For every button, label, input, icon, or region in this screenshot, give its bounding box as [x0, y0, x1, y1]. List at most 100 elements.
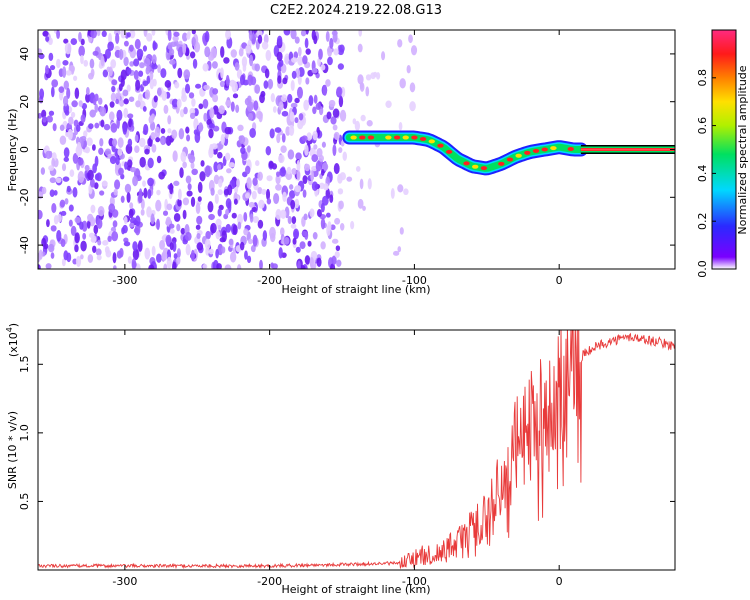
spectrogram-noise-blob — [87, 213, 94, 222]
spectrogram-noise-blob — [74, 216, 81, 224]
spectrogram-noise-blob — [209, 107, 215, 119]
spectrogram-noise-blob — [70, 225, 77, 236]
spectrogram-noise-blob — [247, 112, 254, 121]
spectrogram-noise-blob — [315, 160, 322, 172]
spectrogram-noise-blob — [180, 151, 187, 163]
spectrogram-noise-blob — [133, 58, 140, 67]
spectrogram-noise-blob — [50, 252, 55, 259]
spectrogram-noise-blob — [204, 46, 211, 58]
spectrogram-noise-blob — [161, 235, 167, 241]
spectrogram-noise-blob — [90, 204, 96, 214]
spectrogram-noise-blob — [304, 37, 309, 49]
spectrogram-noise-blob — [310, 169, 314, 182]
spectrogram-noise-blob — [255, 160, 260, 167]
spectrogram-noise-blob — [183, 69, 191, 80]
spectrogram-noise-blob — [217, 208, 222, 217]
spectrogram-noise-blob — [293, 228, 300, 240]
spectrogram-noise-blob — [332, 108, 340, 118]
spectrogram-noise-blob — [181, 93, 187, 103]
chart-title: C2E2.2024.219.22.08.G13 — [270, 3, 442, 18]
spectrogram-noise-blob — [300, 30, 307, 37]
spectrogram-noise-blob — [397, 184, 404, 193]
spectrogram-noise-blob — [289, 111, 295, 122]
spectrogram-ridge-peak — [532, 148, 540, 153]
spectrogram-y-axis-label: Frequency (Hz) — [6, 109, 19, 192]
spectrogram-noise-blob — [137, 240, 143, 252]
spectrogram-noise-blob — [334, 217, 341, 225]
spectrogram-noise-blob — [113, 188, 118, 196]
spectrogram-noise-blob — [316, 209, 322, 218]
spectrogram-noise-blob — [335, 245, 341, 252]
colorbar-tick-label: 0.4 — [696, 165, 709, 183]
spectrogram-noise-blob — [240, 147, 246, 155]
spectrogram-noise-blob — [177, 67, 183, 79]
spectrogram-noise-blob — [279, 167, 286, 177]
spectrogram-noise-blob — [320, 169, 325, 176]
snr-multiplier: (x104) — [5, 323, 20, 357]
spectrogram-noise-blob — [143, 123, 149, 136]
spectrogram-noise-blob — [276, 171, 281, 177]
spectrogram-noise-blob — [397, 246, 402, 253]
spectrogram-noise-blob — [309, 208, 315, 218]
spectrogram-noise-blob — [93, 224, 99, 235]
spectrogram-noise-blob — [346, 176, 353, 182]
spectrogram-x-tick-label: 0 — [556, 274, 563, 287]
spectrogram-noise-blob — [149, 70, 154, 80]
spectrogram-noise-blob — [118, 48, 124, 60]
spectrogram-noise-blob — [204, 238, 211, 250]
spectrogram-noise-blob — [203, 112, 208, 122]
spectrogram-noise-blob — [56, 229, 62, 242]
spectrogram-ridge-peak — [506, 157, 514, 162]
spectrogram-noise-blob — [409, 101, 416, 112]
colorbar-gradient — [711, 29, 737, 270]
spectrogram-noise-blob — [248, 238, 253, 245]
spectrogram-noise-blob — [338, 147, 343, 153]
spectrogram-noise-blob — [135, 100, 141, 108]
spectrogram-noise-blob — [51, 79, 59, 88]
spectrogram-noise-blob — [167, 30, 172, 42]
spectrogram-ridge — [342, 130, 675, 176]
spectrogram-noise-blob — [160, 68, 167, 79]
spectrogram-noise-blob — [202, 263, 208, 269]
spectrogram-noise-blob — [188, 92, 195, 99]
spectrogram-noise-blob — [48, 37, 53, 46]
spectrogram-noise-blob — [301, 230, 308, 237]
spectrogram-noise-blob — [303, 99, 310, 111]
spectrogram-noise-blob — [251, 190, 257, 200]
spectrogram-y-tick-label: -20 — [18, 188, 31, 206]
spectrogram-noise-blob — [228, 238, 234, 246]
spectrogram-noise-blob — [119, 99, 125, 107]
spectrogram-noise-blob — [237, 124, 244, 132]
spectrogram-noise-blob — [38, 209, 43, 220]
spectrogram-noise-blob — [173, 212, 181, 222]
spectrogram-noise-blob — [118, 167, 124, 176]
spectrogram-noise-blob — [198, 103, 204, 110]
spectrogram-noise-blob — [223, 188, 230, 196]
spectrogram-noise-blob — [85, 93, 91, 103]
spectrogram-noise-blob — [392, 250, 400, 256]
spectrogram-noise-blob — [38, 112, 43, 119]
spectrogram-noise-blob — [172, 261, 177, 269]
spectrogram-noise-blob — [156, 189, 161, 196]
spectrogram-noise-blob — [261, 188, 267, 195]
spectrogram-noise-blob — [290, 199, 296, 210]
spectrogram-noise-blob — [136, 48, 144, 59]
spectrogram-ridge-peak — [367, 135, 375, 140]
spectrogram-noise-blob — [291, 57, 298, 63]
spectrogram-noise-blob — [94, 122, 100, 129]
spectrogram-noise-blob — [311, 181, 318, 192]
spectrogram-noise-blob — [297, 56, 304, 66]
spectrogram-noise-blob — [38, 53, 45, 60]
spectrogram-noise-blob — [122, 224, 128, 234]
spectrogram-noise-blob — [129, 61, 135, 67]
spectrogram-noise-blob — [217, 189, 223, 196]
spectrogram-noise-blob — [296, 159, 301, 172]
spectrogram-noise-blob — [258, 199, 265, 209]
spectrogram-noise-blob — [263, 34, 269, 44]
spectrogram-noise-blob — [169, 48, 175, 56]
spectrogram-noise-blob — [63, 80, 70, 90]
spectrogram-noise-blob — [128, 44, 134, 52]
spectrogram-ridge-peak — [402, 135, 409, 140]
spectrogram-noise-blob — [308, 95, 314, 107]
snr-x-tick-label: -300 — [112, 575, 137, 588]
